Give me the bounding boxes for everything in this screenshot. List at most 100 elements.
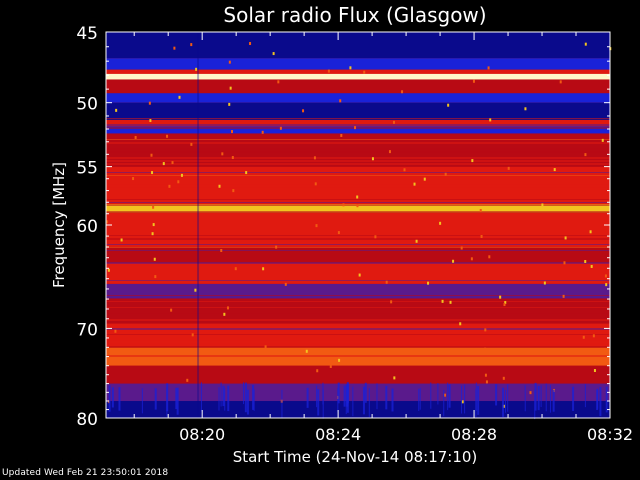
- burst-dot: [168, 184, 171, 188]
- burst-dot: [485, 380, 488, 384]
- burst-dot: [388, 150, 391, 154]
- burst-dot: [327, 69, 330, 73]
- spectral-line: [106, 139, 610, 140]
- y-tick-label: 55: [76, 159, 98, 179]
- spectral-line: [106, 280, 610, 281]
- burst-dot: [154, 275, 157, 279]
- burst-dot: [264, 345, 267, 349]
- interference-streak: [154, 388, 157, 410]
- burst-dot: [245, 171, 248, 175]
- spectral-line: [106, 250, 610, 251]
- interference-streak: [540, 385, 542, 408]
- y-tick-label: 45: [76, 24, 98, 44]
- interference-streak: [418, 388, 420, 411]
- burst-dot: [152, 223, 155, 227]
- burst-dot: [186, 378, 189, 382]
- burst-dot: [601, 138, 604, 142]
- burst-dot: [503, 303, 506, 307]
- burst-dot: [358, 273, 361, 277]
- spectral-line: [106, 199, 610, 200]
- burst-dot: [393, 376, 396, 380]
- burst-dot: [564, 236, 567, 240]
- interference-streak: [596, 389, 599, 411]
- burst-dot: [524, 107, 527, 111]
- burst-dot: [190, 43, 193, 47]
- spectral-line: [106, 118, 610, 119]
- burst-dot: [151, 232, 154, 236]
- interference-streak: [346, 383, 349, 413]
- y-tick-label: 70: [76, 320, 98, 340]
- burst-dot: [261, 130, 264, 134]
- burst-dot: [504, 301, 507, 305]
- interference-streak: [352, 386, 354, 417]
- burst-dot: [484, 347, 487, 351]
- interference-streak: [495, 384, 498, 406]
- frequency-band: [106, 119, 610, 127]
- spectral-line: [106, 340, 610, 341]
- burst-dot: [441, 299, 444, 303]
- chart-title: Solar radio Flux (Glasgow): [223, 3, 486, 27]
- burst-dot: [541, 203, 544, 207]
- burst-dot: [604, 274, 607, 278]
- spectral-line: [106, 247, 610, 248]
- interference-streak: [227, 385, 230, 412]
- burst-dot: [170, 308, 173, 312]
- burst-dot: [584, 42, 587, 46]
- burst-dot: [415, 239, 418, 243]
- interference-streak: [448, 384, 451, 408]
- burst-dot: [150, 153, 153, 157]
- interference-streak: [364, 382, 367, 403]
- burst-dot: [228, 102, 231, 106]
- frequency-band: [106, 401, 610, 418]
- interference-streak: [306, 387, 309, 408]
- burst-dot: [228, 60, 231, 64]
- interference-streak: [166, 387, 168, 417]
- burst-dot: [277, 80, 280, 84]
- interference-streak: [337, 382, 340, 404]
- interference-streak: [464, 384, 466, 414]
- interference-streak: [599, 387, 602, 417]
- burst-dot: [479, 208, 482, 212]
- burst-dot: [177, 180, 180, 184]
- burst-dot: [279, 126, 282, 130]
- interference-streak: [246, 389, 249, 415]
- spectral-line: [106, 172, 610, 173]
- spectral-line: [106, 157, 610, 159]
- spectral-line: [106, 346, 610, 348]
- spectral-line: [106, 211, 610, 213]
- burst-dot: [220, 248, 223, 252]
- burst-dot: [371, 157, 374, 161]
- burst-dot: [115, 108, 118, 112]
- interference-streak: [447, 382, 449, 411]
- burst-dot: [338, 358, 341, 362]
- spectral-line: [106, 313, 610, 314]
- interference-streak: [317, 389, 320, 416]
- burst-dot: [234, 267, 237, 271]
- frequency-band: [106, 246, 610, 264]
- interference-streak: [391, 388, 394, 412]
- interference-streak: [220, 382, 222, 407]
- spectral-line: [106, 187, 610, 188]
- burst-dot: [221, 152, 224, 156]
- interference-streak: [175, 387, 178, 410]
- interference-streak: [504, 389, 506, 413]
- burst-dot: [194, 288, 197, 292]
- burst-dot: [584, 153, 587, 157]
- burst-dot: [592, 334, 595, 338]
- spectral-line: [106, 202, 610, 203]
- spectral-line: [106, 148, 610, 150]
- frequency-band: [106, 263, 610, 284]
- burst-dot: [607, 352, 610, 356]
- interference-streak: [597, 388, 599, 409]
- burst-dot: [480, 234, 483, 238]
- burst-dot: [314, 182, 317, 186]
- spectral-line: [106, 283, 610, 284]
- burst-dot: [471, 159, 474, 163]
- burst-dot: [582, 335, 585, 339]
- burst-dot: [487, 66, 490, 70]
- frequency-band: [106, 383, 610, 402]
- interference-streak: [430, 382, 432, 409]
- burst-dot: [488, 255, 491, 259]
- spectral-line: [106, 334, 610, 335]
